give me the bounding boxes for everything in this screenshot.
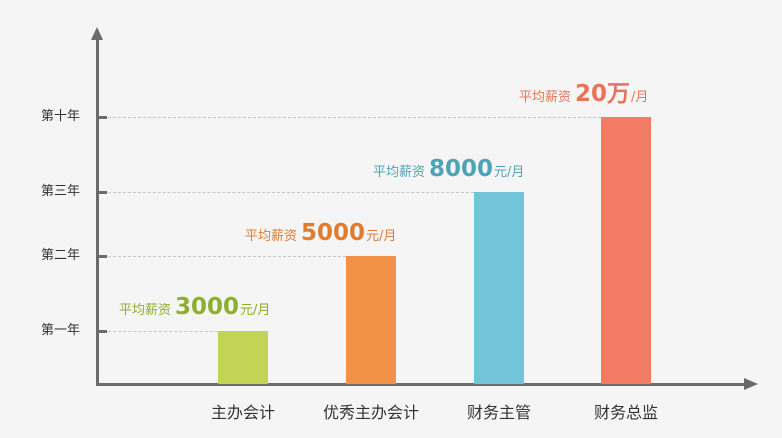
y-gridline — [108, 256, 346, 257]
y-axis-arrow-icon — [91, 27, 103, 40]
y-tick-mark — [99, 191, 107, 194]
salary-unit: 元/月 — [494, 165, 525, 180]
salary-amount: 3000 — [175, 294, 240, 320]
bar-finance-supervisor — [474, 192, 524, 384]
y-tick-label: 第二年 — [40, 248, 80, 263]
x-category-label: 优秀主办会计 — [322, 403, 419, 422]
salary-unit: 元/月 — [366, 229, 397, 244]
y-tick-label: 第一年 — [40, 323, 80, 338]
salary-amount: 8000 — [429, 156, 494, 182]
y-tick-mark — [99, 330, 107, 333]
x-category-label: 财务主管 — [466, 403, 531, 422]
y-gridline — [108, 331, 218, 332]
salary-annotation: 平均薪资 8000 元/月 — [373, 156, 524, 182]
salary-prefix: 平均薪资 — [245, 229, 298, 244]
y-tick-mark — [99, 255, 107, 258]
salary-unit: /月 — [631, 90, 649, 105]
x-category-label: 主办会计 — [210, 403, 275, 422]
y-tick-mark — [99, 116, 107, 119]
x-axis-line — [96, 383, 746, 386]
salary-amount: 5000 — [301, 220, 366, 246]
salary-prefix: 平均薪资 — [119, 303, 172, 318]
y-tick-label: 第三年 — [40, 184, 80, 199]
y-axis-line — [96, 36, 99, 386]
y-gridline — [108, 192, 474, 193]
salary-prefix: 平均薪资 — [373, 165, 426, 180]
salary-unit: 元/月 — [240, 303, 271, 318]
salary-prefix: 平均薪资 — [519, 90, 572, 105]
bar-cfo — [601, 117, 651, 384]
y-gridline — [108, 117, 601, 118]
bar-accountant — [218, 331, 268, 384]
x-axis-arrow-icon — [744, 378, 758, 390]
salary-annotation: 平均薪资 20万 /月 — [519, 81, 648, 107]
salary-annotation: 平均薪资 3000 元/月 — [119, 294, 270, 320]
y-tick-label: 第十年 — [40, 109, 80, 124]
x-category-label: 财务总监 — [593, 403, 658, 422]
bar-senior-accountant — [346, 256, 396, 384]
salary-annotation: 平均薪资 5000 元/月 — [245, 220, 396, 246]
salary-amount: 20万 — [575, 81, 631, 107]
